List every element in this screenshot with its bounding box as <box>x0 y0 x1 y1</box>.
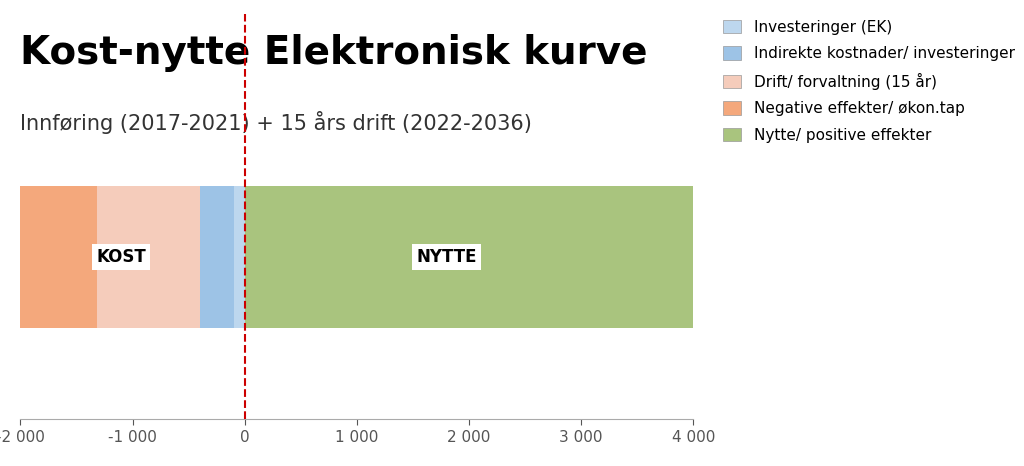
Bar <box>233 186 245 328</box>
Bar <box>200 186 233 328</box>
Legend: Investeringer (EK), Indirekte kostnader/ investeringer, Drift/ forvaltning (15 å: Investeringer (EK), Indirekte kostnader/… <box>717 14 1021 149</box>
Bar <box>96 186 200 328</box>
Text: NYTTE: NYTTE <box>417 248 477 266</box>
Text: Kost-nytte Elektronisk kurve: Kost-nytte Elektronisk kurve <box>20 34 648 72</box>
Text: KOST: KOST <box>96 248 146 266</box>
Text: Innføring (2017-2021) + 15 års drift (2022-2036): Innføring (2017-2021) + 15 års drift (20… <box>20 111 532 134</box>
Bar <box>20 186 96 328</box>
Bar <box>245 186 693 328</box>
